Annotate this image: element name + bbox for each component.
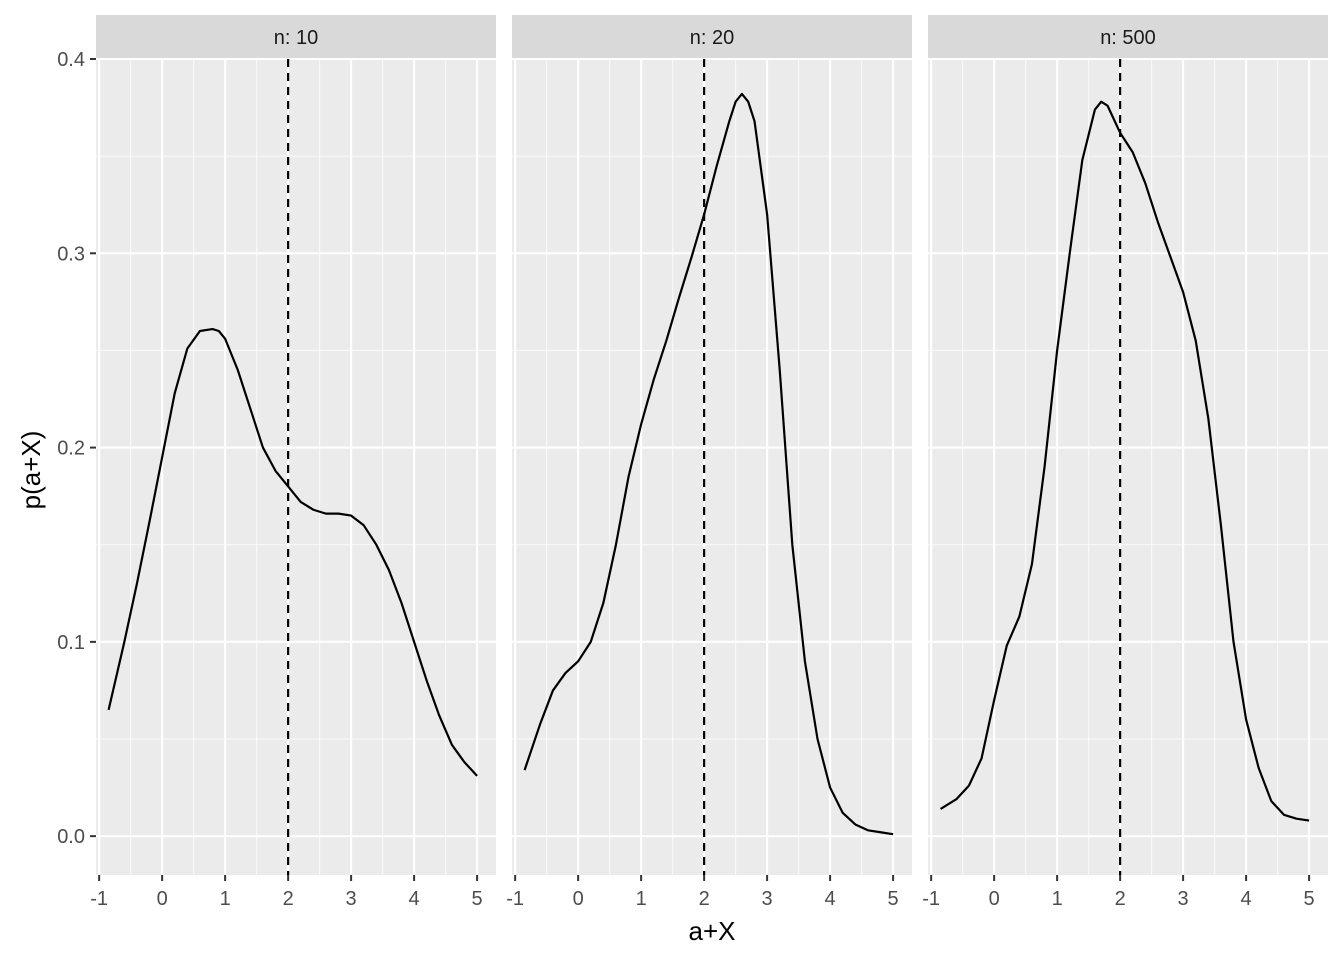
x-tick-label: -1: [90, 888, 108, 910]
y-tick-label: 0.1: [57, 632, 85, 654]
x-tick-label: 0: [157, 888, 168, 910]
x-tick-label: 0: [989, 888, 1000, 910]
y-tick-label: 0.0: [57, 826, 85, 848]
x-tick-label: 5: [472, 888, 483, 910]
x-tick-label: 4: [825, 888, 836, 910]
x-tick-label: 2: [1115, 888, 1126, 910]
facet-strip-label: n: 10: [274, 27, 318, 49]
density-curve: [523, 92, 894, 836]
facet-strip-label: n: 20: [690, 27, 734, 49]
x-tick-label: -1: [506, 888, 524, 910]
panel-background: [96, 59, 496, 875]
facet-panel-2: n: 20 -1 0 1 2 3 4 5: [506, 15, 912, 910]
x-tick-label: 3: [346, 888, 357, 910]
y-tick-label: 0.3: [57, 243, 85, 265]
x-tick-label: 5: [888, 888, 899, 910]
facet-strip: [928, 15, 1328, 59]
facet-strip: [96, 15, 496, 59]
facet-strip: [512, 15, 912, 59]
panel-background: [928, 59, 1328, 875]
facet-panel-1: n: 10 -1 0 1 2 3 4 5: [90, 15, 496, 910]
facet-panel-3: n: 500 -1 0 1 2 3 4 5: [922, 15, 1328, 910]
facet-panels: n: 10 -1 0 1 2 3 4 5 n: 20 -1 0 1 2 3 4 5 n: 500 -1 0 1 2 3 4 5: [90, 15, 1328, 910]
y-axis: 0.0 0.1 0.2 0.3 0.4: [57, 49, 96, 848]
x-tick-label: 2: [283, 888, 294, 910]
x-tick-label: 4: [409, 888, 420, 910]
x-tick-label: 3: [762, 888, 773, 910]
x-tick-label: 4: [1241, 888, 1252, 910]
facet-strip-label: n: 500: [1100, 27, 1156, 49]
x-tick-label: 0: [573, 888, 584, 910]
x-tick-label: 5: [1304, 888, 1315, 910]
x-tick-label: 3: [1178, 888, 1189, 910]
x-tick-label: -1: [922, 888, 940, 910]
y-tick-label: 0.4: [57, 49, 85, 71]
x-tick-label: 2: [699, 888, 710, 910]
x-tick-label: 1: [220, 888, 231, 910]
y-tick-label: 0.2: [57, 438, 85, 460]
y-axis-title: p(a+X): [16, 431, 46, 510]
x-tick-label: 1: [636, 888, 647, 910]
x-axis-title: a+X: [689, 916, 736, 946]
x-tick-label: 1: [1052, 888, 1063, 910]
